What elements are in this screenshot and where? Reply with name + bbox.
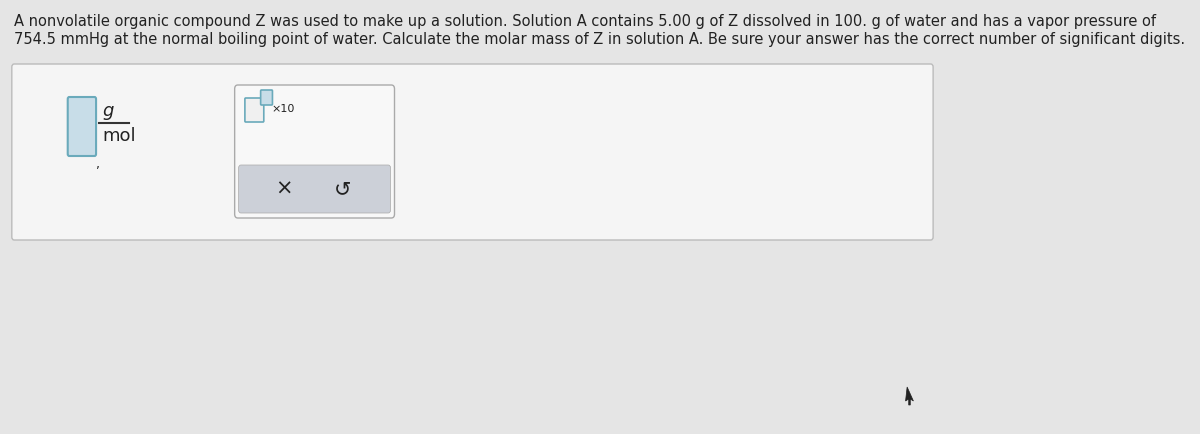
Text: ,: , bbox=[96, 158, 100, 171]
FancyBboxPatch shape bbox=[67, 98, 96, 157]
FancyBboxPatch shape bbox=[235, 86, 395, 218]
Text: mol: mol bbox=[102, 127, 136, 145]
Text: ×: × bbox=[275, 178, 293, 198]
Text: g: g bbox=[102, 102, 114, 120]
Polygon shape bbox=[906, 387, 913, 405]
FancyBboxPatch shape bbox=[260, 91, 272, 106]
Text: ×10: ×10 bbox=[271, 104, 295, 114]
FancyBboxPatch shape bbox=[12, 65, 934, 240]
Text: ↺: ↺ bbox=[334, 178, 350, 198]
Text: 754.5 mmHg at the normal boiling point of water. Calculate the molar mass of Z i: 754.5 mmHg at the normal boiling point o… bbox=[14, 32, 1186, 47]
FancyBboxPatch shape bbox=[245, 99, 264, 123]
Text: A nonvolatile organic compound Z was used to make up a solution. Solution A cont: A nonvolatile organic compound Z was use… bbox=[14, 14, 1156, 29]
FancyBboxPatch shape bbox=[239, 166, 390, 214]
